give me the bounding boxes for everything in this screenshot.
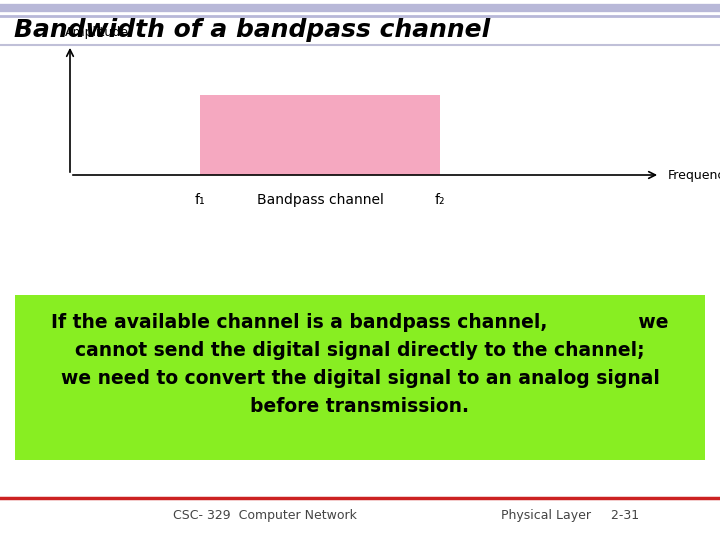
Text: Bandwidth of a bandpass channel: Bandwidth of a bandpass channel bbox=[14, 18, 490, 42]
Text: If the available channel is a bandpass channel,              we: If the available channel is a bandpass c… bbox=[51, 313, 669, 332]
Text: cannot send the digital signal directly to the channel;: cannot send the digital signal directly … bbox=[75, 341, 645, 360]
Text: Amplitude: Amplitude bbox=[65, 26, 129, 39]
Bar bbox=[200, 95, 440, 175]
Text: f₂: f₂ bbox=[435, 193, 445, 207]
Text: Physical Layer     2-31: Physical Layer 2-31 bbox=[501, 509, 639, 522]
Text: Bandpass channel: Bandpass channel bbox=[256, 193, 384, 207]
Text: before transmission.: before transmission. bbox=[251, 397, 469, 416]
Text: f₁: f₁ bbox=[194, 193, 205, 207]
Text: CSC- 329  Computer Network: CSC- 329 Computer Network bbox=[173, 509, 357, 522]
Text: we need to convert the digital signal to an analog signal: we need to convert the digital signal to… bbox=[60, 369, 660, 388]
Text: Frequency: Frequency bbox=[668, 168, 720, 181]
Bar bbox=[15, 295, 705, 460]
